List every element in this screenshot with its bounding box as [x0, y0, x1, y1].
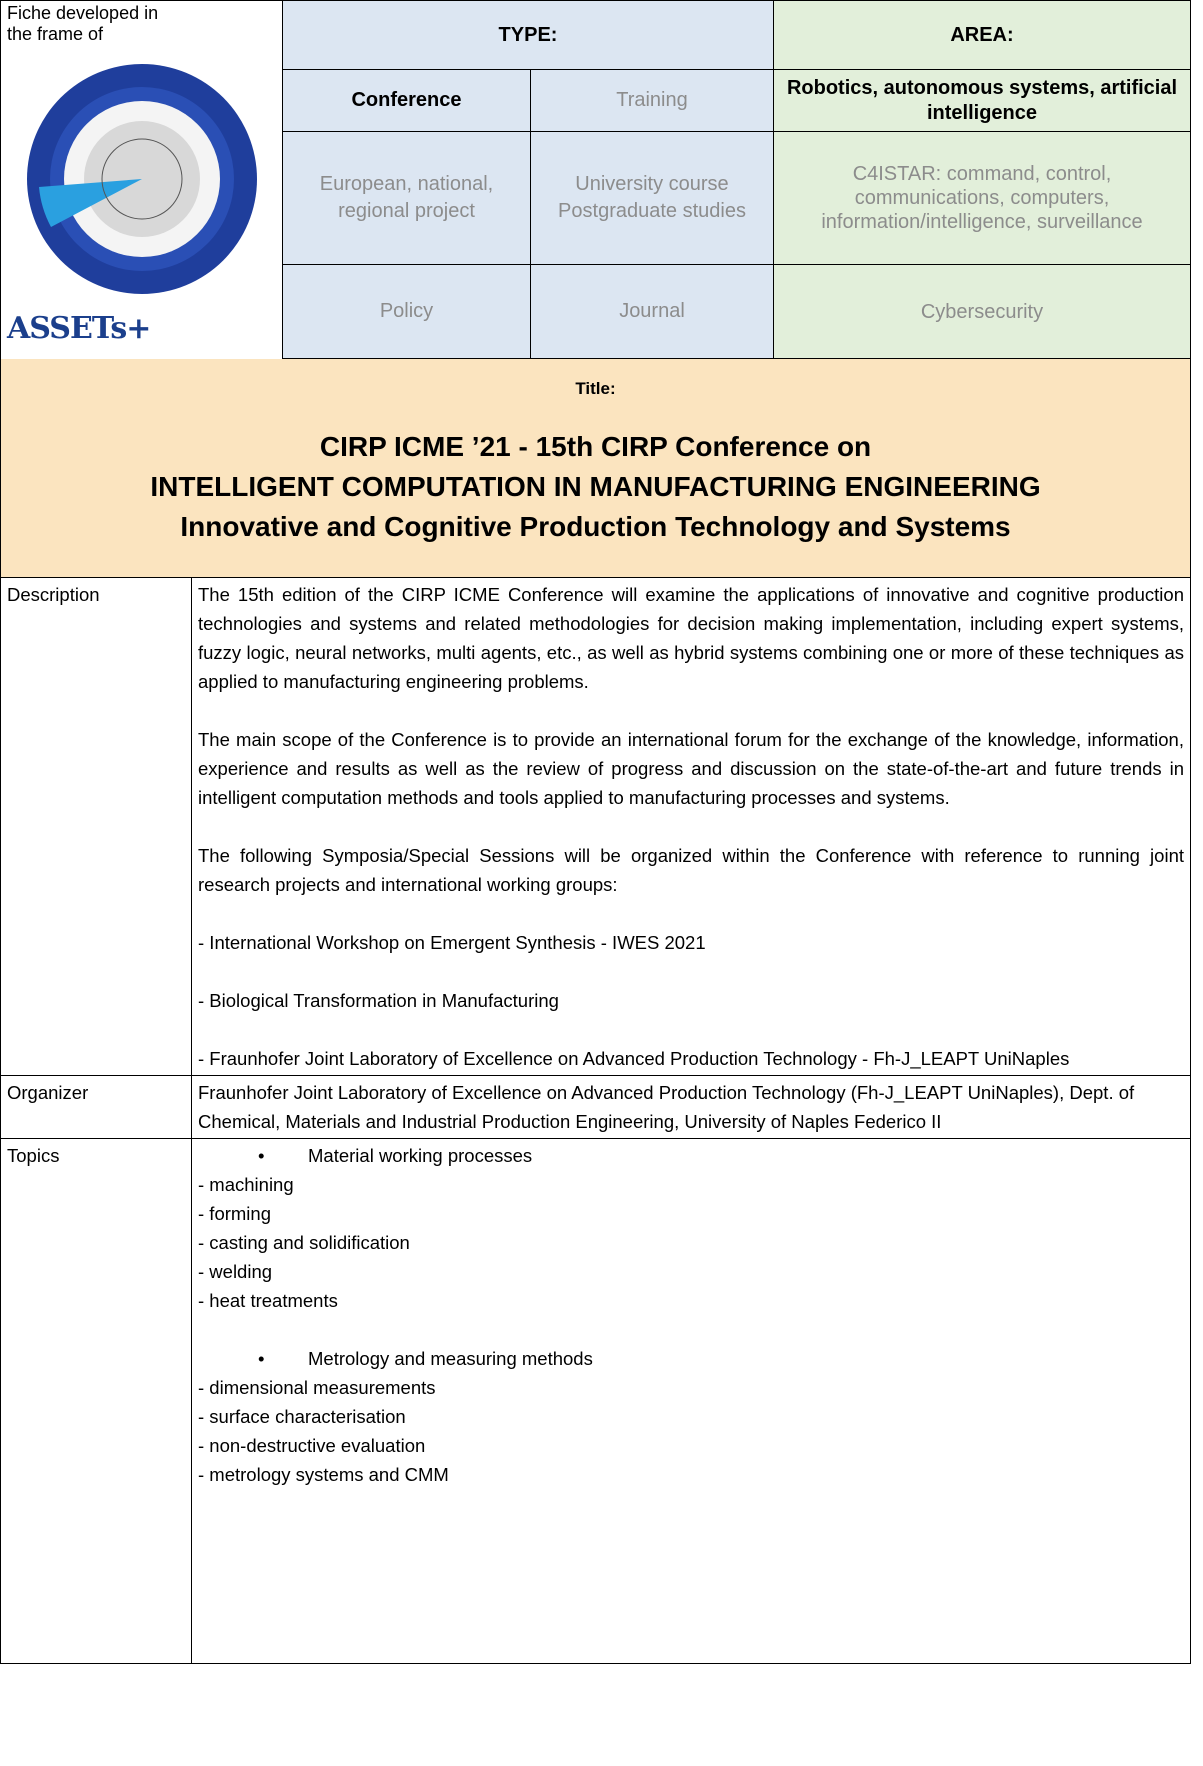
- description-paragraph: The following Symposia/Special Sessions …: [198, 845, 1184, 895]
- type-option: University course Postgraduate studies: [530, 131, 774, 265]
- topic-item: - forming: [198, 1203, 271, 1224]
- title-lines: CIRP ICME ’21 - 15th CIRP Conference on I…: [1, 427, 1190, 547]
- type-option: Training: [530, 69, 774, 132]
- topic-item: - casting and solidification: [198, 1232, 410, 1253]
- type-option: Journal: [530, 264, 774, 359]
- topic-heading: Metrology and measuring methods: [198, 1344, 1184, 1373]
- details-table: Description The 15th edition of the CIRP…: [0, 577, 1191, 1664]
- description-paragraph: - Fraunhofer Joint Laboratory of Excelle…: [198, 1048, 1070, 1069]
- type-option: European, national, regional project: [282, 131, 531, 265]
- description-paragraph: - Biological Transformation in Manufactu…: [198, 990, 559, 1011]
- topic-group: Material working processes - machining - f…: [198, 1141, 1184, 1315]
- area-option: Robotics, autonomous systems, artificial…: [773, 69, 1191, 132]
- organizer: Fraunhofer Joint Laboratory of Excellenc…: [191, 1075, 1191, 1139]
- topic-item: - non-destructive evaluation: [198, 1435, 426, 1456]
- row-label: Organizer: [0, 1075, 192, 1139]
- title-line: CIRP ICME ’21 - 15th CIRP Conference on: [319, 431, 872, 462]
- row-label: Topics: [0, 1138, 192, 1664]
- title-label: Title:: [575, 379, 616, 398]
- organizer-row: Organizer Fraunhofer Joint Laboratory of…: [0, 1075, 1191, 1139]
- topics: Material working processes - machining - f…: [191, 1138, 1191, 1664]
- topic-item: - dimensional measurements: [198, 1377, 436, 1398]
- description-paragraph: - International Workshop on Emergent Syn…: [198, 932, 706, 953]
- topic-item: - metrology systems and CMM: [198, 1464, 449, 1485]
- description: The 15th edition of the CIRP ICME Confer…: [191, 577, 1191, 1076]
- type-option: Conference: [282, 69, 531, 132]
- topic-item: - machining: [198, 1174, 294, 1195]
- title-line: INTELLIGENT COMPUTATION IN MANUFACTURING…: [150, 471, 1041, 502]
- row-label: Description: [0, 577, 192, 1076]
- type-option: Policy: [282, 264, 531, 359]
- topic-group: Metrology and measuring methods - dimensi…: [198, 1344, 1184, 1489]
- area-option: C4ISTAR: command, control, communication…: [773, 131, 1191, 265]
- area-option: Cybersecurity: [773, 264, 1191, 359]
- topics-row: Topics Material working processes - machi…: [0, 1138, 1191, 1664]
- description-row: Description The 15th edition of the CIRP…: [0, 577, 1191, 1076]
- topic-item: - welding: [198, 1261, 273, 1282]
- topic-heading: Material working processes: [198, 1141, 1184, 1170]
- logo-text: ASSETs+: [7, 311, 151, 346]
- logo: [27, 64, 257, 294]
- type-heading: TYPE:: [282, 0, 774, 70]
- topic-item: - surface characterisation: [198, 1406, 406, 1427]
- fiche-label: Fiche developed in the frame of: [7, 3, 159, 44]
- title-line: Innovative and Cognitive Production Tech…: [180, 511, 1011, 542]
- area-heading: AREA:: [773, 0, 1191, 70]
- description-paragraph: The 15th edition of the CIRP ICME Confer…: [198, 584, 1184, 692]
- header: Fiche developed in the frame of ASSETs+ …: [0, 0, 1191, 359]
- logo-cell: Fiche developed in the frame of ASSETs+: [0, 0, 282, 359]
- title-block: Title: CIRP ICME ’21 - 15th CIRP Confere…: [0, 359, 1191, 578]
- topic-item: - heat treatments: [198, 1290, 338, 1311]
- description-paragraph: The main scope of the Conference is to p…: [198, 729, 1184, 808]
